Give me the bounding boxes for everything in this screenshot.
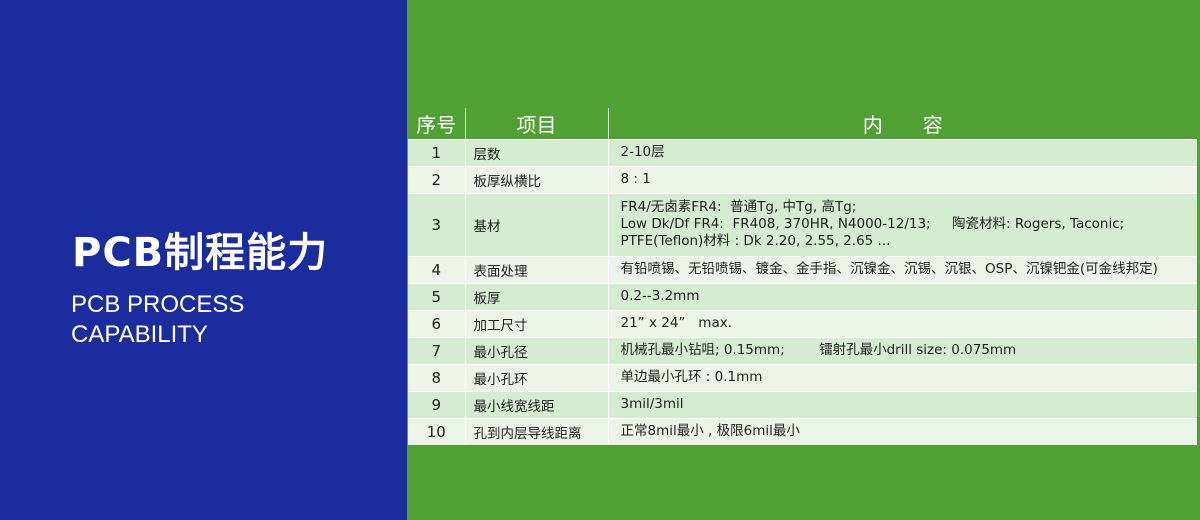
row-content: 2-10层 [607,138,1197,166]
content-line: PTFE(Teflon)材料 : Dk 2.20, 2.55, 2.65 ... [620,233,891,249]
row-content: 正常8mil最小 , 极限6mil最小 [607,417,1197,445]
row-number: 6 [408,309,465,337]
row-content: 0.2--3.2mm [607,282,1197,310]
content-line: 0.2--3.2mm [620,288,700,304]
title-english-line1: PCB PROCESS [71,291,245,318]
table-row: 5 板厚 0.2--3.2mm [408,282,1197,310]
table-row: 9 最小线宽线距 3mil/3mil [408,390,1197,418]
table-header: 序号 项目 内 容 [408,108,1197,139]
row-item: 基材 [464,192,608,256]
content-line: 8 : 1 [620,171,651,187]
row-item: 最小线宽线距 [464,390,608,418]
row-number: 10 [408,417,465,445]
row-content: 单边最小孔环 : 0.1mm [607,363,1197,391]
table-row: 6 加工尺寸 21” x 24” max. [408,309,1197,337]
row-item: 板厚 [464,282,608,310]
table-row: 1 层数 2-10层 [408,138,1197,166]
content-line: 21” x 24” max. [620,315,733,331]
row-item: 层数 [464,138,608,166]
row-number: 1 [408,138,465,166]
content-line: 3mil/3mil [620,396,684,412]
row-item: 板厚纵横比 [464,165,608,193]
row-number: 8 [408,363,465,391]
content-line: 正常8mil最小 , 极限6mil最小 [620,423,800,440]
row-content: 8 : 1 [607,165,1197,193]
row-content: 21” x 24” max. [607,309,1197,337]
content-line: 2-10层 [620,144,665,160]
row-content: FR4/无卤素FR4: 普通Tg, 中Tg, 高Tg; Low Dk/Df FR4… [607,192,1197,256]
content-line: 有铅喷锡、无铅喷锡、镀金、金手指、沉镍金、沉锡、沉银、OSP、沉镍钯金(可金线邦… [620,261,1158,277]
content-line: Low Dk/Df FR4: FR408, 370HR, N4000-12/13… [620,216,1125,232]
header-item: 项目 [464,108,608,139]
row-item: 加工尺寸 [464,309,608,337]
row-content: 机械孔最小钻咀; 0.15mm; 镭射孔最小drill size: 0.075m… [607,336,1197,364]
title-english: PCB PROCESS CAPABILITY [71,290,244,350]
title-chinese: PCB制程能力 [72,230,329,276]
capability-table: 序号 项目 内 容 1 层数 2-10层 2 板厚纵横比 8 : 1 3 基材 FR4/无卤素F… [408,108,1197,445]
row-number: 9 [408,390,465,418]
content-line: FR4/无卤素FR4: 普通Tg, 中Tg, 高Tg; [620,199,857,215]
row-content: 3mil/3mil [607,390,1197,418]
row-number: 7 [408,336,465,364]
table-row: 7 最小孔径 机械孔最小钻咀; 0.15mm; 镭射孔最小drill size: 0… [408,336,1197,364]
content-line: 单边最小孔环 : 0.1mm [620,369,763,385]
row-number: 2 [408,165,465,193]
row-item: 孔到内层导线距离 [464,417,608,445]
row-item: 最小孔径 [464,336,608,364]
row-content: 有铅喷锡、无铅喷锡、镀金、金手指、沉镍金、沉锡、沉银、OSP、沉镍钯金(可金线邦… [607,255,1197,283]
table-row: 4 表面处理 有铅喷锡、无铅喷锡、镀金、金手指、沉镍金、沉锡、沉银、OSP、沉镍钯金… [408,255,1197,283]
header-no: 序号 [416,112,457,137]
header-content: 内 容 [607,108,1197,139]
content-line: 机械孔最小钻咀; 0.15mm; 镭射孔最小drill size: 0.075m… [620,342,1017,358]
row-number: 4 [408,255,465,283]
table-row: 10 孔到内层导线距离 正常8mil最小 , 极限6mil最小 [408,417,1197,445]
title-english-line2: CAPABILITY [71,321,208,348]
row-number: 5 [408,282,465,310]
row-item: 表面处理 [464,255,608,283]
left-panel: PCB制程能力 PCB PROCESS CAPABILITY [0,0,407,520]
table-row: 8 最小孔环 单边最小孔环 : 0.1mm [408,363,1197,391]
row-item: 最小孔环 [464,363,608,391]
table-row: 2 板厚纵横比 8 : 1 [408,165,1197,193]
row-number: 3 [408,192,465,256]
table-row: 3 基材 FR4/无卤素FR4: 普通Tg, 中Tg, 高Tg; Low Dk/Df … [408,192,1197,256]
